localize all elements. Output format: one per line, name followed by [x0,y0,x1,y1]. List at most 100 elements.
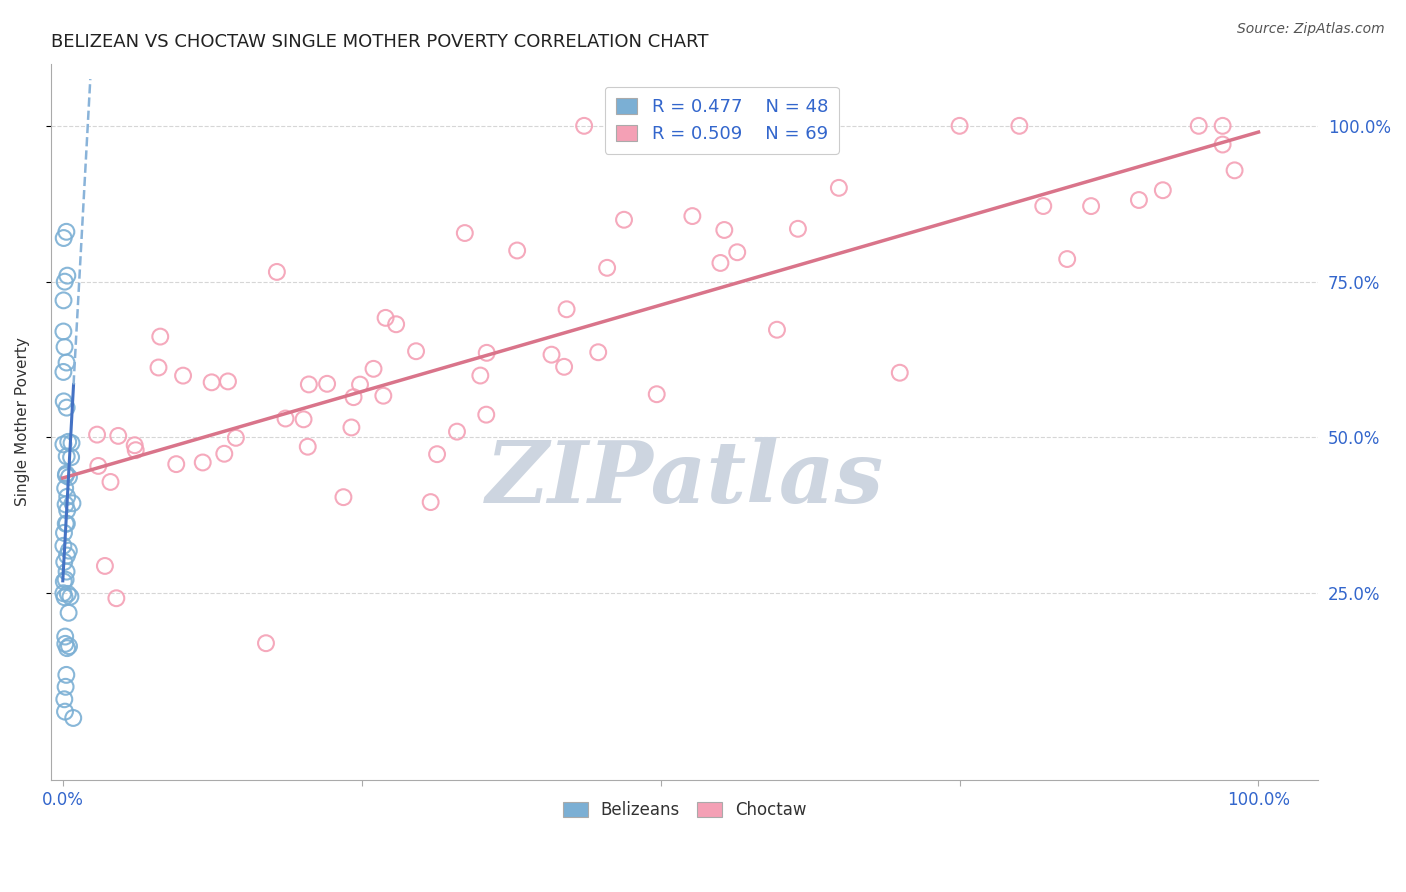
Point [56,516,79,531]
Point [52,365,75,379]
Point [59,590,82,604]
Point [87,458,110,473]
Point [340,420,363,434]
Point [596,260,619,275]
Point [298,377,321,392]
Point [60,436,83,450]
Point [225,431,247,445]
Point [405,344,427,359]
Point [58,434,80,449]
Point [149,329,172,343]
Point [56,503,79,517]
Point [55,573,77,587]
Legend: Belizeans, Choctaw: Belizeans, Choctaw [555,795,813,826]
Point [1128,193,1150,207]
Point [572,119,595,133]
Point [172,368,194,383]
Point [52,586,75,600]
Point [56,490,79,504]
Point [889,366,911,380]
Point [373,389,395,403]
Point [124,438,146,452]
Point [100,475,122,489]
Point [1212,119,1234,133]
Point [540,348,562,362]
Point [53,591,76,605]
Text: Source: ZipAtlas.com: Source: ZipAtlas.com [1237,22,1385,37]
Point [810,119,832,133]
Point [787,221,810,235]
Point [53,555,76,569]
Point [55,565,77,579]
Point [426,447,449,461]
Point [52,437,75,451]
Point [316,376,339,391]
Point [586,345,609,359]
Point [55,355,77,369]
Point [53,705,76,719]
Point [446,425,468,439]
Point [62,496,84,510]
Point [60,450,83,465]
Point [475,408,498,422]
Point [214,447,236,461]
Point [217,375,239,389]
Point [709,256,731,270]
Point [1056,252,1078,266]
Point [62,711,84,725]
Point [55,450,77,464]
Point [766,323,789,337]
Point [828,181,851,195]
Point [55,516,77,531]
Point [385,318,408,332]
Point [297,440,319,454]
Point [52,394,75,409]
Point [56,268,79,283]
Point [55,668,77,682]
Point [53,637,76,651]
Point [274,411,297,425]
Point [86,427,108,442]
Point [56,549,79,563]
Point [1032,199,1054,213]
Point [645,387,668,401]
Point [475,346,498,360]
Point [681,209,703,223]
Point [52,293,75,308]
Point [52,231,75,245]
Point [1188,119,1211,133]
Text: BELIZEAN VS CHOCTAW SINGLE MOTHER POVERTY CORRELATION CHART: BELIZEAN VS CHOCTAW SINGLE MOTHER POVERT… [51,33,709,51]
Point [55,225,77,239]
Point [148,360,170,375]
Text: ZIPatlas: ZIPatlas [485,437,883,521]
Point [1080,199,1102,213]
Point [53,692,76,706]
Point [53,630,76,644]
Point [363,361,385,376]
Point [725,245,748,260]
Point [55,680,77,694]
Point [292,412,315,426]
Point [349,377,371,392]
Point [58,639,80,653]
Point [58,543,80,558]
Point [948,119,970,133]
Point [55,467,77,481]
Point [713,223,735,237]
Point [55,468,77,483]
Point [107,429,129,443]
Point [52,574,75,589]
Point [419,495,441,509]
Point [1223,163,1246,178]
Point [266,265,288,279]
Point [191,455,214,469]
Y-axis label: Single Mother Poverty: Single Mother Poverty [15,337,30,507]
Point [470,368,492,383]
Point [53,481,76,495]
Point [454,226,477,240]
Point [52,539,75,553]
Point [58,470,80,484]
Point [53,275,76,289]
Point [553,359,575,374]
Point [374,310,396,325]
